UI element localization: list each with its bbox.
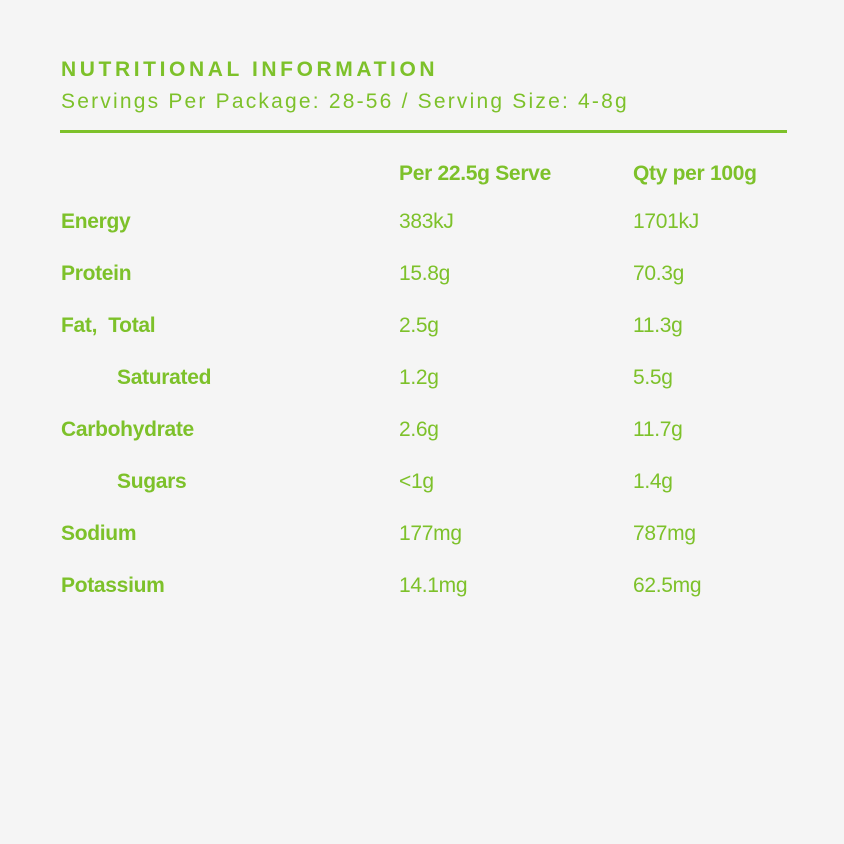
row-label: Sodium — [61, 522, 137, 545]
value-per-serve: 383kJ — [399, 210, 454, 233]
value-per-serve: 2.6g — [399, 418, 439, 441]
value-per-serve: 14.1mg — [399, 574, 468, 597]
row-label: Potassium — [61, 574, 165, 597]
divider — [60, 130, 787, 133]
value-per-100g: 11.3g — [633, 314, 683, 337]
value-per-serve: <1g — [399, 470, 434, 493]
value-per-100g: 1701kJ — [633, 210, 699, 233]
value-per-serve: 2.5g — [399, 314, 439, 337]
value-per-serve: 177mg — [399, 522, 462, 545]
value-per-100g: 11.7g — [633, 418, 683, 441]
row-label: Energy — [61, 210, 131, 233]
value-per-serve: 15.8g — [399, 262, 451, 285]
value-per-100g: 5.5g — [633, 366, 673, 389]
column-header-per-100g: Qty per 100g — [633, 162, 757, 185]
servings-subtitle: Servings Per Package: 28-56 / Serving Si… — [61, 90, 629, 113]
value-per-100g: 70.3g — [633, 262, 685, 285]
column-header-per-serve: Per 22.5g Serve — [399, 162, 551, 185]
row-label: Fat, Total — [61, 314, 156, 337]
row-label: Carbohydrate — [61, 418, 194, 441]
value-per-serve: 1.2g — [399, 366, 439, 389]
value-per-100g: 1.4g — [633, 470, 673, 493]
row-label: Saturated — [117, 366, 212, 389]
row-label: Protein — [61, 262, 132, 285]
value-per-100g: 787mg — [633, 522, 696, 545]
value-per-100g: 62.5mg — [633, 574, 702, 597]
page-title: NUTRITIONAL INFORMATION — [61, 58, 439, 81]
row-label: Sugars — [117, 470, 187, 493]
